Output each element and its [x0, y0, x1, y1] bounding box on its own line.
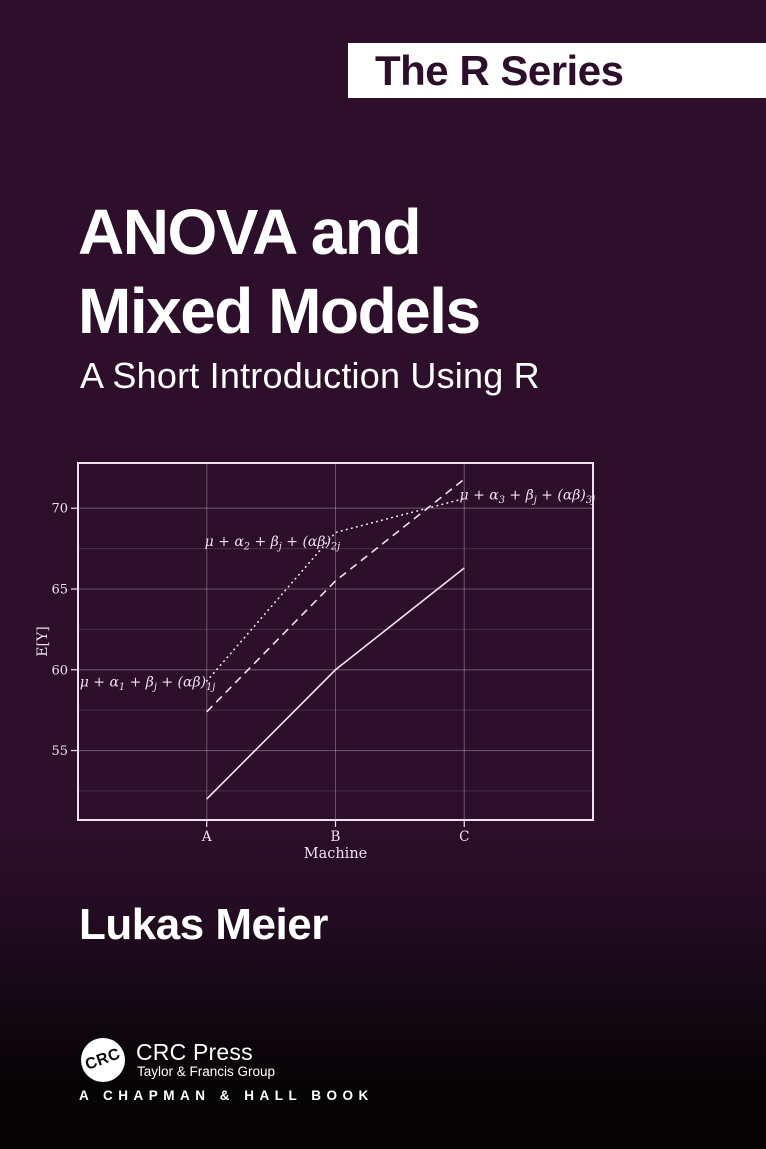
interaction-plot: 55 60 65 70 A B C Machine E[Y] μ + α1 + βj + (αβ)… [30, 453, 620, 868]
book-title: ANOVA and Mixed Models [78, 193, 481, 351]
publisher-name: CRC Press [136, 1039, 253, 1065]
imprint-line: A CHAPMAN & HALL BOOK [79, 1088, 374, 1103]
svg-text:65: 65 [51, 583, 68, 598]
svg-text:C: C [459, 829, 469, 845]
svg-text:Machine: Machine [304, 846, 368, 862]
svg-text:A: A [201, 829, 212, 845]
svg-text:μ + α2 + βj + (αβ)2j: μ + α2 + βj + (αβ)2j [205, 534, 341, 553]
svg-text:60: 60 [51, 663, 68, 678]
author-name: Lukas Meier [79, 900, 328, 949]
book-title-line1: ANOVA and [78, 196, 422, 268]
svg-text:E[Y]: E[Y] [35, 626, 51, 656]
book-subtitle: A Short Introduction Using R [80, 355, 540, 396]
svg-text:55: 55 [51, 744, 68, 759]
book-title-line2: Mixed Models [78, 275, 481, 347]
svg-text:μ + α1 + βj + (αβ)1j: μ + α1 + βj + (αβ)1j [80, 675, 216, 694]
crc-logo-monogram: CRC [82, 1045, 123, 1074]
series-banner-label: The R Series [375, 47, 624, 94]
svg-text:70: 70 [51, 502, 68, 517]
publisher-group: Taylor & Francis Group [137, 1064, 276, 1079]
interaction-plot-svg: 55 60 65 70 A B C Machine E[Y] μ + α1 + βj + (αβ)… [35, 462, 596, 862]
svg-text:μ + α3 + βj + (αβ)3j: μ + α3 + βj + (αβ)3j [460, 487, 596, 506]
svg-text:B: B [331, 829, 341, 845]
series-banner: The R Series [348, 43, 766, 98]
crc-logo-icon: CRC [81, 1038, 125, 1082]
